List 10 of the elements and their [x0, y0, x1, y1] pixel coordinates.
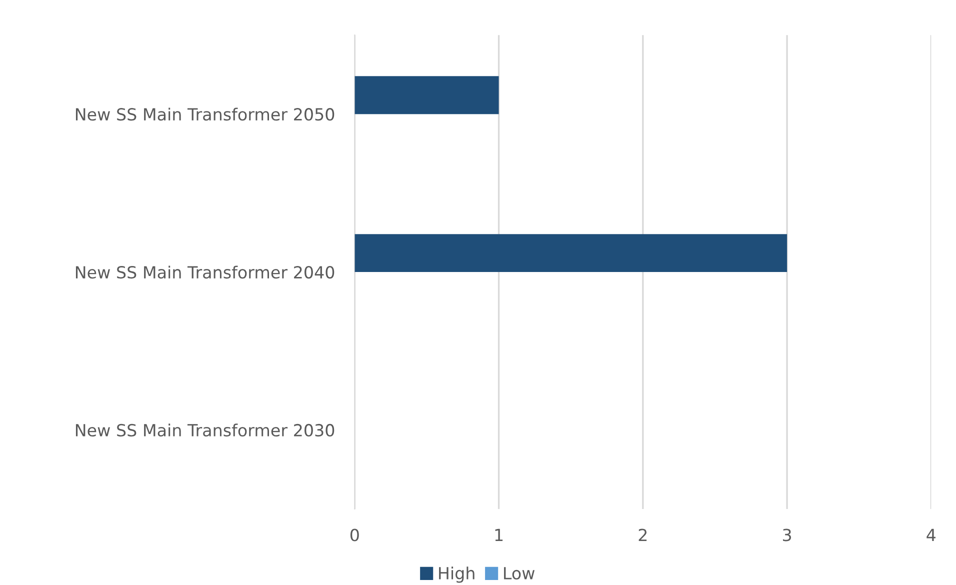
x-tick-label: 4: [926, 528, 936, 542]
legend-label: Low: [504, 567, 535, 580]
y-tick-label: New SS Main Transformer 2030: [76, 424, 334, 437]
y-tick-label: New SS Main Transformer 2050: [76, 108, 334, 121]
y-tick-label: New SS Main Transformer 2040: [76, 266, 334, 279]
x-tick-label: 2: [638, 528, 647, 542]
x-tick-label: 3: [782, 528, 791, 542]
x-tick-label: 0: [350, 528, 359, 542]
legend-label: High: [439, 566, 474, 583]
x-tick-label: 1: [495, 528, 503, 542]
